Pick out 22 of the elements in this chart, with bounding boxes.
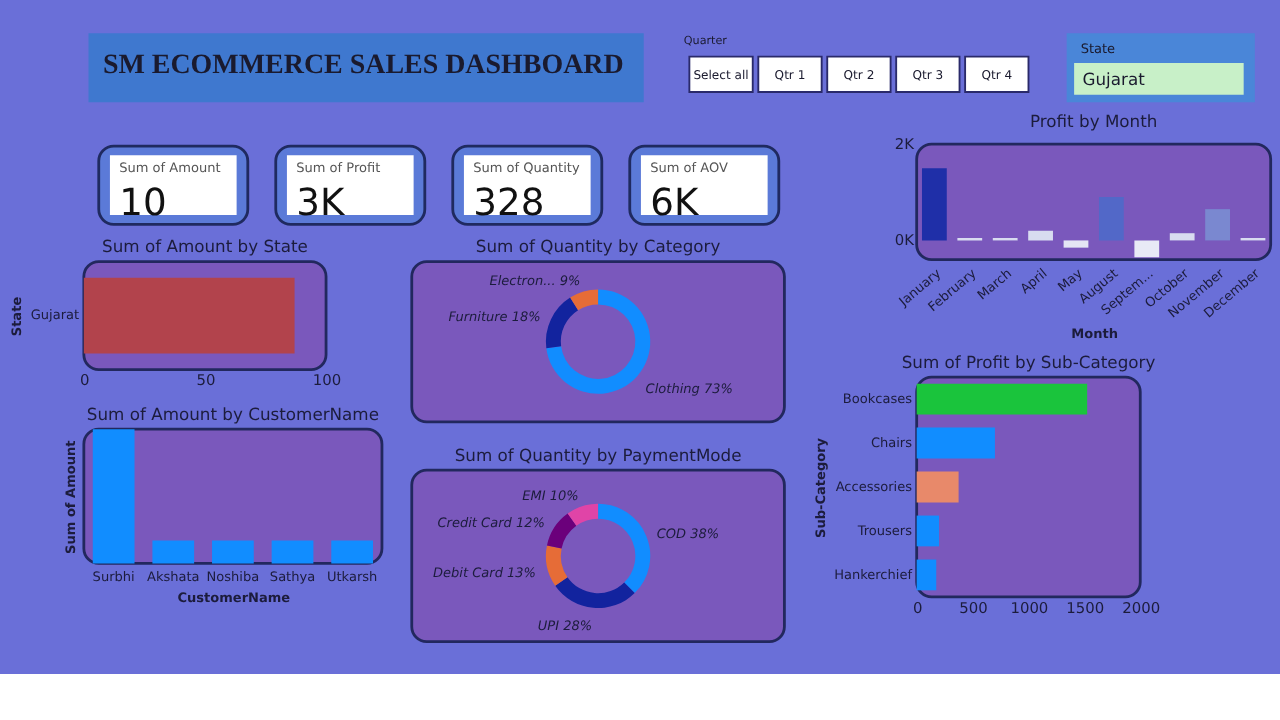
x-tick-label: 100 — [312, 371, 342, 390]
x-tick-label: 50 — [196, 371, 216, 390]
y-tick-label: 0K — [894, 231, 917, 250]
text: 6K — [650, 182, 699, 225]
text: Gujarat — [1082, 68, 1147, 89]
x-tick-label: 0 — [912, 598, 923, 617]
chart-title: Sum of Amount by CustomerName — [86, 403, 379, 424]
text: SM ECOMMERCE SALES DASHBOARD — [102, 51, 624, 82]
chart-title: Sum of Quantity by PaymentMode — [454, 444, 742, 465]
x-tick-label: 500 — [959, 598, 989, 617]
chart-title: Sum of Amount by State — [102, 236, 308, 257]
x-tick-label: 0 — [80, 371, 91, 390]
y-tick-label: 2K — [894, 134, 917, 153]
text: 328 — [473, 182, 545, 225]
chart-title: Sum of Quantity by Category — [475, 236, 721, 257]
chart-title: Profit by Month — [1029, 111, 1158, 132]
text: 10 — [119, 182, 167, 225]
chart-title: Sum of Profit by Sub-Category — [901, 351, 1156, 372]
x-tick-label: 1000 — [1010, 598, 1049, 617]
x-tick-label: 2000 — [1122, 598, 1161, 617]
text: 3K — [296, 182, 345, 225]
x-tick-label: 1500 — [1066, 598, 1105, 617]
